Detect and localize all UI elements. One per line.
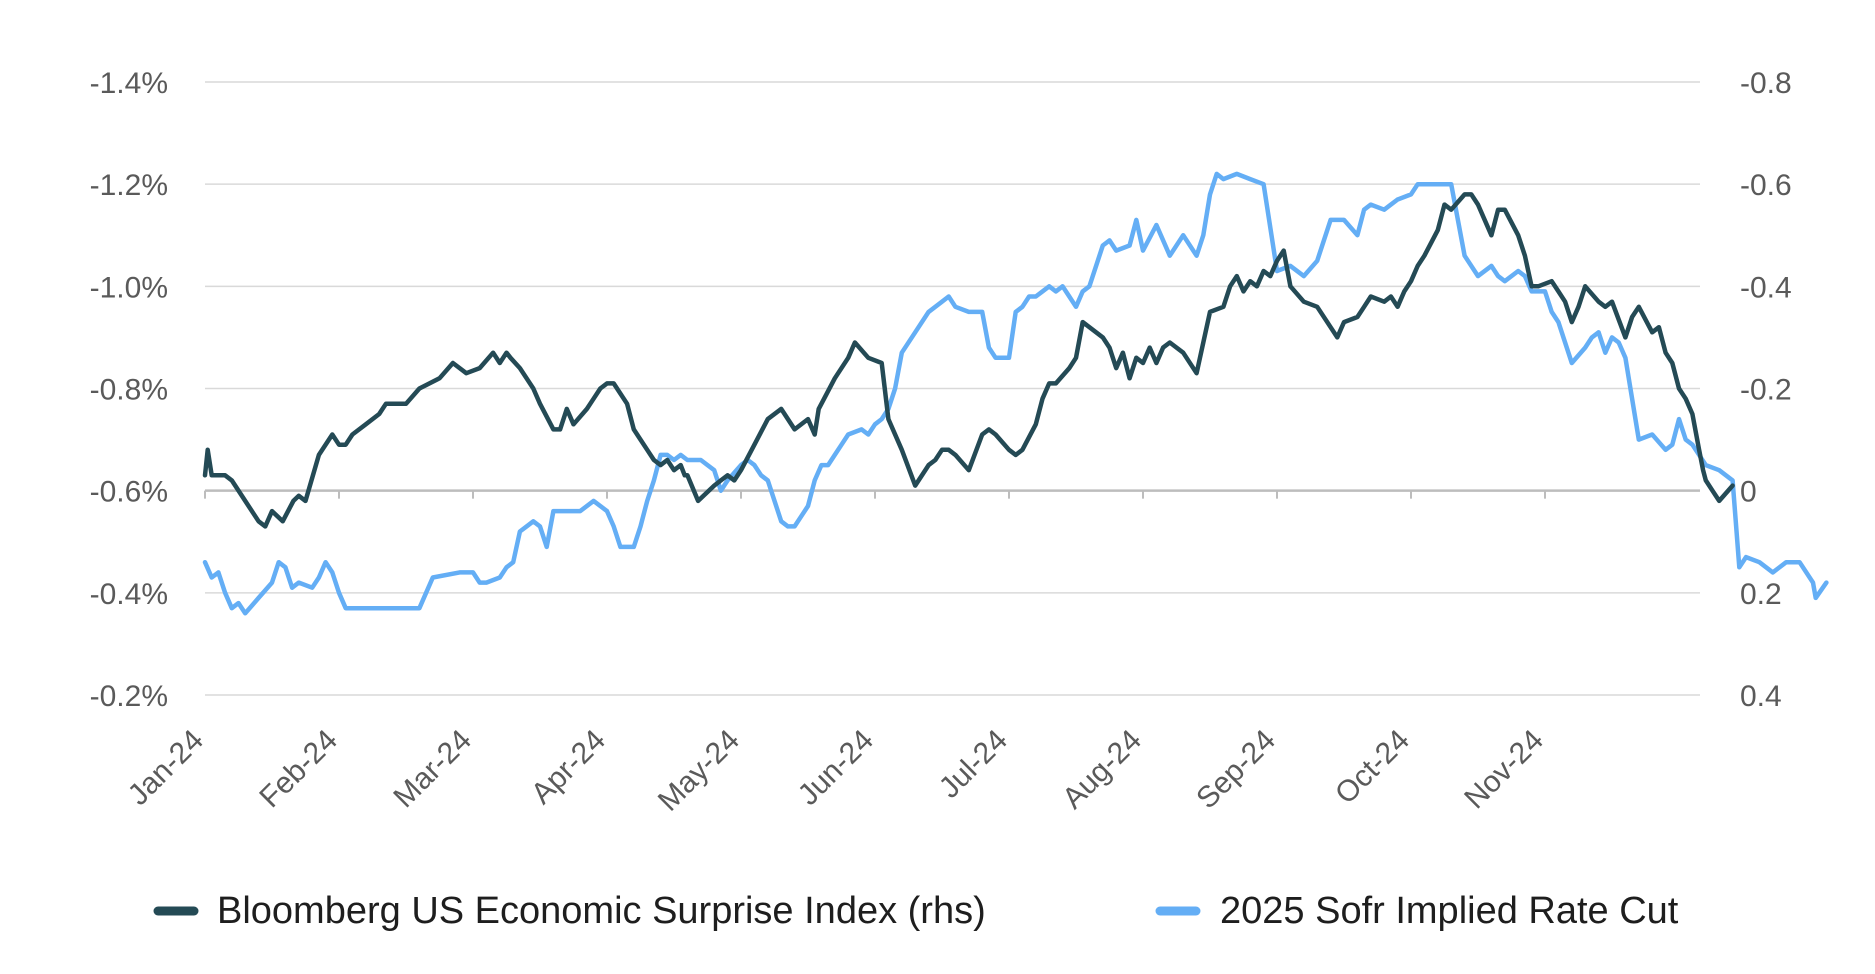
x-tick-label: Oct-24 [1329, 724, 1416, 811]
gridlines [205, 81, 1700, 696]
x-tick-label: Jun-24 [792, 724, 880, 812]
x-tick-label: Aug-24 [1056, 724, 1148, 816]
series-line-surprise-index [202, 192, 1735, 529]
x-tick-label: Feb-24 [253, 724, 344, 815]
x-tick-label: Sep-24 [1190, 724, 1282, 816]
x-tick-label: Mar-24 [387, 724, 478, 815]
y-right-tick-label: -0.8 [1740, 67, 1792, 100]
x-axis: Jan-24 Feb-24 Mar-24 Apr-24 May-24 Jun-24 Jul-… [122, 490, 1550, 818]
y-right-tick-label: 0 [1740, 476, 1757, 509]
y-right-tick-label: 0.4 [1740, 680, 1782, 713]
y-right-tick-label: 0.2 [1740, 578, 1782, 611]
x-tick-label: Nov-24 [1458, 724, 1550, 816]
y-left-tick-label: -1.0% [90, 271, 168, 304]
right-y-axis: -0.8 -0.6 -0.4 -0.2 0 0.2 0.4 [1740, 67, 1792, 713]
x-tick-label: Jul-24 [933, 724, 1014, 805]
left-y-axis: -1.4% -1.2% -1.0% -0.8% -0.6% -0.4% -0.2% [90, 67, 168, 713]
series-line-sofr-rate-cut [202, 171, 1829, 616]
x-tick-label: Apr-24 [525, 724, 612, 811]
series-lines [202, 171, 1829, 616]
y-right-tick-label: -0.6 [1740, 169, 1792, 202]
legend-label: 2025 Sofr Implied Rate Cut [1220, 890, 1679, 932]
y-right-tick-label: -0.2 [1740, 374, 1792, 407]
y-left-tick-label: -0.8% [90, 374, 168, 407]
x-tick-label: Jan-24 [122, 724, 210, 812]
y-left-tick-label: -1.2% [90, 169, 168, 202]
legend-label: Bloomberg US Economic Surprise Index (rh… [217, 890, 986, 932]
legend: Bloomberg US Economic Surprise Index (rh… [153, 890, 1679, 932]
y-left-tick-label: -0.4% [90, 578, 168, 611]
y-left-tick-label: -0.6% [90, 476, 168, 509]
y-right-tick-label: -0.4 [1740, 271, 1792, 304]
y-left-tick-label: -0.2% [90, 680, 168, 713]
y-left-tick-label: -1.4% [90, 67, 168, 100]
x-tick-label: May-24 [652, 724, 746, 818]
